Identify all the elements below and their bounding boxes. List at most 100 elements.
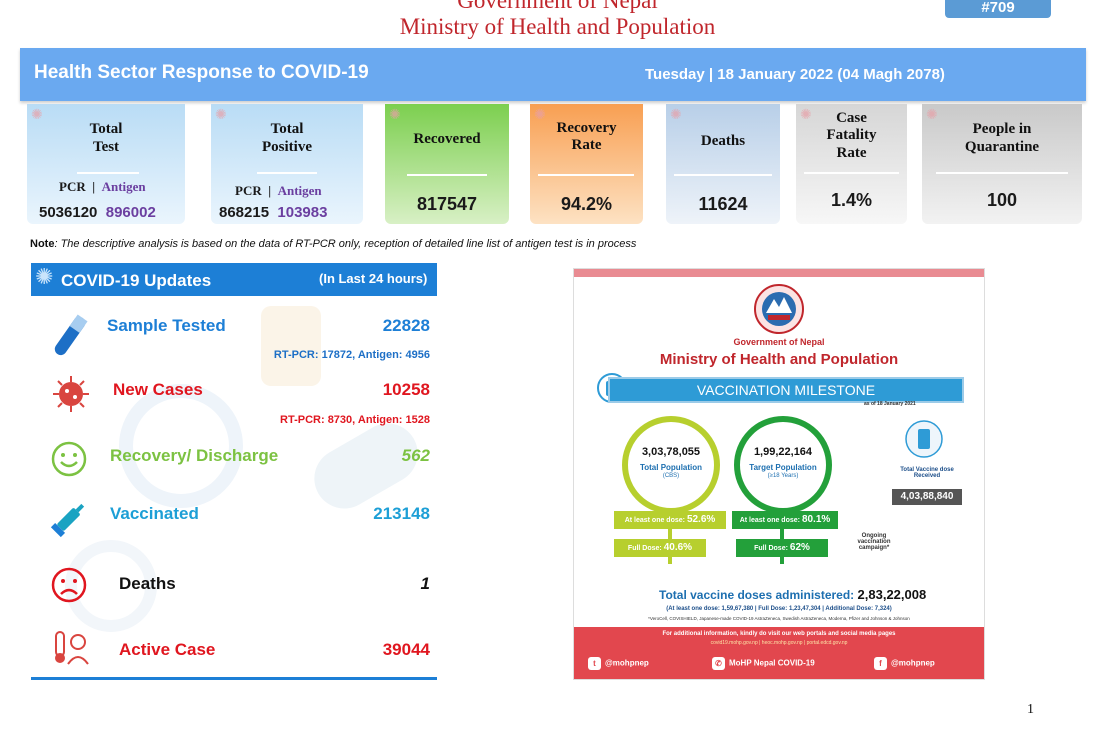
more-info-text: For additional information, kindly do vi… [662,631,896,637]
divider [257,172,317,174]
case-fatality-card: ✺ Case Fatality Rate 1.4% [796,104,907,224]
recovery-rate-value: 94.2% [560,194,613,214]
total-dose-received-value: 4,03,88,840 [892,489,962,505]
milestone-bar: VACCINATION MILESTONE [608,377,964,403]
web-portal-links[interactable]: covid19.mohp.gov.np | heoc.mohp.gov.np |… [710,640,848,646]
right-full-dose-pill: Full Dose: 62% [736,539,828,557]
virus-icon: ✺ [800,106,812,122]
infographic-ministry: Ministry of Health and Population [659,351,899,368]
deaths-update-label: Deaths [119,574,176,593]
twitter-icon: t [588,657,601,670]
sample-tested-value: 22828 [382,316,430,335]
total-test-card: ✺ Total Test PCR | Antigen 5036120 89600… [27,104,185,224]
recovery-value: 562 [401,446,430,465]
divider [804,172,899,174]
quarantine-card: ✺ People in Quarantine 100 [922,104,1082,224]
nepal-emblem-icon [754,284,804,334]
recovery-rate-card: ✺ Recovery Rate 94.2% [530,104,643,224]
recovery-rate-label: Recovery [556,120,617,136]
total-population-value: 3,03,78,055 [641,446,701,458]
thermometer-icon [55,631,89,665]
recovery-label: Recovery/ Discharge [110,446,279,465]
case-fatality-label: Case [836,110,867,126]
total-administered-label: Total vaccine doses administered: [659,588,855,602]
quarantine-value: 100 [986,190,1018,210]
antigen-test-value: 896002 [105,204,156,221]
total-positive-label-2: Positive [262,139,312,155]
total-population-label: Total Population [639,463,703,472]
vaccinated-value: 213148 [373,504,430,523]
updates-subtitle: (In Last 24 hours) [319,271,428,286]
report-date: Tuesday | 18 January 2022 (04 Magh 2078) [645,66,945,83]
left-one-dose-pill: At least one dose: 52.6% [614,511,726,529]
virus-icon [53,376,89,412]
viber-icon: ✆ [712,657,725,670]
total-population-ring: 3,03,78,055 Total Population (CBS) [622,416,720,514]
background-illustration [65,306,418,632]
vaccine-footnote: *VeroCell, COVISHIELD, Japanese-made COV… [648,616,910,621]
report-banner: Health Sector Response to COVID-19 Tuesd… [20,48,1086,101]
updates-title: COVID-19 Updates [61,271,212,290]
infographic-top-bar [574,269,984,277]
deaths-update-value: 1 [420,574,430,593]
pcr-antigen-labels: PCR | Antigen [235,183,322,198]
quarantine-label: People in [972,121,1032,137]
deaths-card: ✺ Deaths 11624 [666,104,780,224]
infographic-gov: Government of Nepal [733,337,825,347]
as-of-date: as of 18 January 2021 [864,401,916,407]
case-fatality-label-2: Fatality [826,127,877,143]
note-prefix: Note [30,238,55,250]
total-test-values: 5036120 896002 [39,204,156,221]
smiley-icon [51,441,87,477]
total-administered: Total vaccine doses administered: 2,83,2… [659,587,926,602]
divider [936,172,1068,174]
pcr-positive-value: 868215 [219,204,270,221]
facebook-handle[interactable]: f @mohpnep [874,657,935,670]
virus-icon: ✺ [534,106,546,122]
viber-channel[interactable]: ✆ MoHP Nepal COVID-19 [712,657,815,670]
virus-icon: ✺ [389,106,401,122]
virus-icon: ✺ [670,106,682,122]
twitter-handle[interactable]: t @mohpnep [588,657,649,670]
case-fatality-label-3: Rate [836,145,867,161]
recovery-rate-label-2: Rate [571,137,602,153]
deaths-value: 11624 [698,194,748,214]
total-test-label: Total [89,121,123,137]
target-population-label: Target Population [749,463,817,472]
new-cases-detail: RT-PCR: 8730, Antigen: 1528 [280,414,430,426]
recovered-card: ✺ Recovered 817547 [385,104,509,224]
deaths-label: Deaths [700,133,746,149]
new-cases-value: 10258 [382,380,430,399]
total-positive-card: ✺ Total Positive PCR | Antigen 868215 10… [211,104,363,224]
divider [77,172,139,174]
case-fatality-value: 1.4% [830,190,873,210]
report-number-badge: #709 [945,0,1051,18]
infographic-footer: For additional information, kindly do vi… [574,627,984,679]
page-number: 1 [1027,702,1034,717]
banner-title: Health Sector Response to COVID-19 [34,62,369,83]
analysis-note: Note: The descriptive analysis is based … [30,238,636,250]
milestone-title: VACCINATION MILESTONE [696,382,876,398]
total-positive-values: 868215 103983 [219,204,327,221]
ministry-title: Ministry of Health and Population [399,14,716,39]
antigen-positive-value: 103983 [277,204,328,221]
divider [407,174,487,176]
sample-tested-label: Sample Tested [107,316,226,335]
dose-breakdown: (At least one dose: 1,59,67,380 | Full D… [666,606,892,612]
virus-icon: ✺ [926,106,938,122]
note-text: : The descriptive analysis is based on t… [54,238,637,250]
virus-icon: ✺ [35,264,54,289]
active-case-label: Active Case [119,640,216,659]
divider [538,174,634,176]
new-cases-label: New Cases [113,380,203,399]
quarantine-label-2: Quarantine [964,139,1040,155]
syringe-icon [50,503,85,538]
test-tube-icon [54,314,88,356]
active-case-value: 39044 [382,640,430,659]
pcr-antigen-labels: PCR | Antigen [59,179,146,194]
virus-icon: ✺ [215,106,227,122]
recovered-value: 817547 [416,194,478,214]
right-one-dose-pill: At least one dose: 80.1% [732,511,838,529]
left-full-dose-pill: Full Dose: 40.6% [614,539,706,557]
vaccine-dose-icon [905,420,943,458]
